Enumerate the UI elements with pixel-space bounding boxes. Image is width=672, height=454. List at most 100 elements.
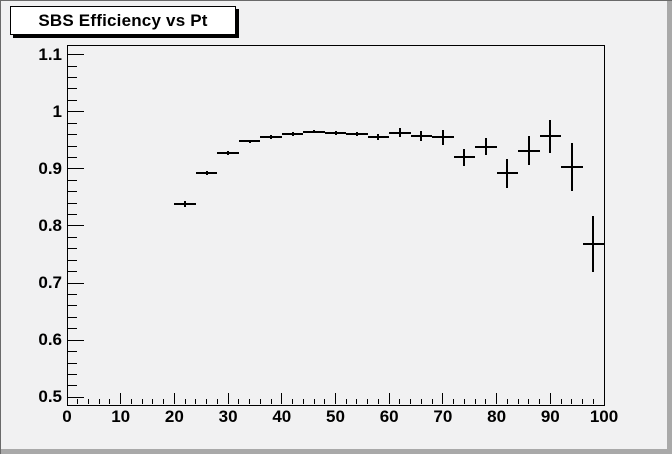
x-minor-tick bbox=[249, 399, 251, 404]
plot-frame bbox=[67, 45, 605, 406]
y-minor-tick bbox=[68, 294, 77, 296]
y-tick-label: 1.1 bbox=[38, 44, 62, 64]
x-minor-tick bbox=[517, 399, 519, 404]
data-point-yerr bbox=[205, 170, 208, 176]
data-point-yerr bbox=[248, 139, 251, 144]
x-minor-tick bbox=[87, 399, 89, 404]
x-minor-tick bbox=[571, 399, 573, 404]
x-minor-tick bbox=[474, 399, 476, 404]
x-tick-label: 20 bbox=[164, 407, 184, 426]
x-minor-tick bbox=[206, 399, 208, 404]
data-point-yerr bbox=[506, 159, 509, 188]
x-minor-tick bbox=[216, 399, 218, 404]
x-minor-tick bbox=[453, 399, 455, 404]
x-minor-tick bbox=[485, 399, 487, 404]
x-minor-tick bbox=[420, 399, 422, 404]
x-tick-label: 90 bbox=[540, 407, 560, 426]
data-point-yerr bbox=[592, 216, 595, 273]
y-minor-tick bbox=[68, 305, 77, 307]
x-minor-tick bbox=[98, 399, 100, 404]
x-minor-tick bbox=[410, 399, 412, 404]
x-major-tick bbox=[496, 393, 498, 404]
data-point-yerr bbox=[420, 131, 423, 142]
y-minor-tick bbox=[68, 191, 77, 193]
x-tick-label: 10 bbox=[111, 407, 131, 426]
y-tick-label: 0.8 bbox=[38, 215, 62, 235]
x-minor-tick bbox=[399, 399, 401, 404]
data-point-yerr bbox=[184, 201, 187, 208]
y-minor-tick bbox=[68, 156, 77, 158]
x-major-tick bbox=[603, 393, 605, 404]
x-major-tick bbox=[281, 393, 283, 404]
data-point-yerr bbox=[463, 148, 466, 167]
y-minor-tick bbox=[68, 122, 77, 124]
x-tick-label: 70 bbox=[433, 407, 453, 426]
y-minor-tick bbox=[68, 99, 77, 101]
y-tick-label: 0.7 bbox=[38, 273, 62, 293]
y-minor-tick bbox=[68, 202, 77, 204]
x-minor-tick bbox=[163, 399, 165, 404]
x-minor-tick bbox=[528, 399, 530, 404]
x-minor-tick bbox=[130, 399, 132, 404]
y-minor-tick bbox=[68, 385, 77, 387]
y-major-tick bbox=[68, 282, 84, 284]
y-minor-tick bbox=[68, 65, 77, 67]
y-minor-tick bbox=[68, 214, 77, 216]
x-minor-tick bbox=[539, 399, 541, 404]
x-minor-tick bbox=[292, 399, 294, 404]
plot-title: SBS Efficiency vs Pt bbox=[38, 10, 208, 30]
y-minor-tick bbox=[68, 145, 77, 147]
y-minor-tick bbox=[68, 316, 77, 318]
x-minor-tick bbox=[367, 399, 369, 404]
y-major-tick bbox=[68, 225, 84, 227]
x-minor-tick bbox=[77, 399, 79, 404]
x-minor-tick bbox=[270, 399, 272, 404]
x-minor-tick bbox=[109, 399, 111, 404]
y-minor-tick bbox=[68, 236, 77, 238]
x-minor-tick bbox=[324, 399, 326, 404]
y-tick-label: 0.5 bbox=[38, 387, 62, 407]
x-minor-tick bbox=[313, 399, 315, 404]
x-minor-tick bbox=[377, 399, 379, 404]
x-minor-tick bbox=[431, 399, 433, 404]
data-point-yerr bbox=[441, 129, 444, 146]
y-major-tick bbox=[68, 111, 84, 113]
x-major-tick bbox=[66, 393, 68, 404]
y-minor-tick bbox=[68, 259, 77, 261]
x-major-tick bbox=[120, 393, 122, 404]
data-point-yerr bbox=[377, 134, 380, 140]
data-point-yerr bbox=[527, 136, 530, 165]
data-point-yerr bbox=[549, 119, 552, 153]
y-major-tick bbox=[68, 168, 84, 170]
x-tick-label: 80 bbox=[487, 407, 507, 426]
x-tick-label: 0 bbox=[62, 407, 72, 426]
data-point-yerr bbox=[227, 150, 230, 156]
y-tick-label: 0.6 bbox=[38, 330, 62, 350]
data-point-yerr bbox=[570, 142, 573, 191]
data-point-yerr bbox=[398, 128, 401, 138]
x-minor-tick bbox=[506, 399, 508, 404]
data-point-yerr bbox=[484, 138, 487, 156]
x-major-tick bbox=[549, 393, 551, 404]
y-minor-tick bbox=[68, 271, 77, 273]
y-minor-tick bbox=[68, 373, 77, 375]
y-minor-tick bbox=[68, 88, 77, 90]
x-minor-tick bbox=[463, 399, 465, 404]
x-minor-tick bbox=[259, 399, 261, 404]
y-tick-label: 0.9 bbox=[38, 158, 62, 178]
x-minor-tick bbox=[582, 399, 584, 404]
plot-title-box: SBS Efficiency vs Pt bbox=[10, 6, 236, 35]
y-tick-label: 1 bbox=[52, 101, 62, 121]
x-minor-tick bbox=[345, 399, 347, 404]
x-minor-tick bbox=[302, 399, 304, 404]
x-major-tick bbox=[173, 393, 175, 404]
y-minor-tick bbox=[68, 134, 77, 136]
x-minor-tick bbox=[195, 399, 197, 404]
y-minor-tick bbox=[68, 328, 77, 330]
x-tick-label: 100 bbox=[589, 407, 619, 426]
data-point-yerr bbox=[313, 130, 316, 134]
x-tick-label: 50 bbox=[326, 407, 345, 426]
x-minor-tick bbox=[184, 399, 186, 404]
x-minor-tick bbox=[141, 399, 143, 404]
